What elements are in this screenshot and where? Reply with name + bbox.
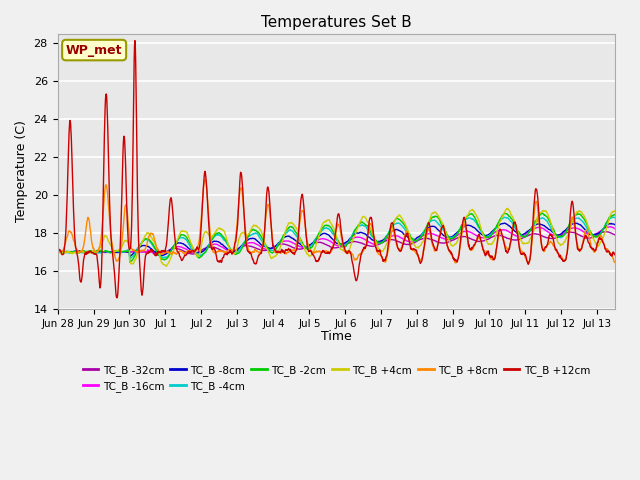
- TC_B -32cm: [291, 245, 298, 251]
- TC_B -4cm: [120, 249, 127, 255]
- TC_B -16cm: [371, 241, 379, 247]
- TC_B -8cm: [126, 253, 134, 259]
- TC_B +12cm: [131, 38, 139, 44]
- TC_B +8cm: [302, 229, 310, 235]
- TC_B -2cm: [54, 249, 61, 255]
- TC_B -16cm: [607, 224, 614, 229]
- TC_B -4cm: [54, 249, 61, 255]
- TC_B -8cm: [97, 249, 104, 255]
- TC_B +8cm: [371, 242, 379, 248]
- Line: TC_B +8cm: TC_B +8cm: [58, 180, 615, 263]
- Line: TC_B -32cm: TC_B -32cm: [58, 232, 615, 254]
- TC_B -2cm: [302, 246, 310, 252]
- TC_B -4cm: [302, 244, 310, 250]
- TC_B -16cm: [120, 249, 127, 255]
- TC_B -4cm: [97, 250, 104, 256]
- Line: TC_B +4cm: TC_B +4cm: [58, 208, 615, 266]
- TC_B -2cm: [500, 210, 508, 216]
- TC_B -32cm: [97, 249, 104, 255]
- TC_B -2cm: [611, 212, 619, 217]
- Legend: TC_B -32cm, TC_B -16cm, TC_B -8cm, TC_B -4cm, TC_B -2cm, TC_B +4cm, TC_B +8cm, T: TC_B -32cm, TC_B -16cm, TC_B -8cm, TC_B …: [79, 361, 594, 396]
- TC_B -16cm: [302, 244, 310, 250]
- TC_B -2cm: [97, 248, 104, 254]
- TC_B +12cm: [303, 236, 310, 241]
- TC_B -8cm: [500, 220, 508, 226]
- TC_B +12cm: [120, 134, 127, 140]
- TC_B +4cm: [97, 244, 104, 250]
- TC_B +8cm: [611, 260, 619, 265]
- TC_B -2cm: [371, 237, 379, 242]
- TC_B +4cm: [291, 223, 298, 228]
- TC_B +4cm: [163, 264, 170, 269]
- TC_B -8cm: [291, 237, 298, 242]
- TC_B -8cm: [611, 222, 619, 228]
- TC_B -2cm: [291, 228, 298, 233]
- TC_B -4cm: [312, 235, 320, 241]
- TC_B -16cm: [156, 252, 164, 258]
- TC_B +4cm: [302, 249, 310, 254]
- TC_B -16cm: [312, 238, 320, 244]
- TC_B -32cm: [312, 240, 320, 245]
- TC_B -32cm: [189, 251, 196, 257]
- TC_B +8cm: [452, 260, 460, 266]
- TC_B +8cm: [201, 177, 209, 182]
- TC_B +4cm: [503, 205, 511, 211]
- Y-axis label: Temperature (C): Temperature (C): [15, 120, 28, 222]
- TC_B +12cm: [97, 281, 104, 287]
- TC_B -16cm: [291, 241, 298, 247]
- TC_B -4cm: [291, 231, 298, 237]
- Line: TC_B -4cm: TC_B -4cm: [58, 217, 615, 259]
- Line: TC_B -2cm: TC_B -2cm: [58, 213, 615, 262]
- TC_B -32cm: [611, 232, 619, 238]
- TC_B +12cm: [313, 259, 321, 264]
- Title: Temperatures Set B: Temperatures Set B: [261, 15, 412, 30]
- TC_B -32cm: [371, 243, 379, 249]
- TC_B -8cm: [302, 244, 310, 250]
- TC_B -8cm: [120, 249, 127, 255]
- TC_B -32cm: [54, 249, 61, 255]
- TC_B -4cm: [611, 215, 619, 221]
- TC_B +4cm: [120, 241, 127, 247]
- TC_B +12cm: [54, 248, 61, 253]
- TC_B -8cm: [371, 238, 379, 244]
- TC_B +4cm: [371, 238, 379, 244]
- TC_B -8cm: [312, 237, 320, 242]
- TC_B -32cm: [302, 245, 310, 251]
- TC_B -2cm: [312, 236, 320, 242]
- TC_B -16cm: [611, 226, 619, 232]
- TC_B +8cm: [312, 249, 320, 255]
- Line: TC_B -8cm: TC_B -8cm: [58, 223, 615, 256]
- TC_B -32cm: [602, 229, 610, 235]
- TC_B +4cm: [611, 208, 619, 214]
- TC_B +4cm: [312, 242, 320, 248]
- TC_B +8cm: [54, 249, 61, 255]
- TC_B -16cm: [54, 249, 61, 255]
- TC_B -4cm: [126, 256, 134, 262]
- TC_B +4cm: [54, 248, 61, 254]
- TC_B -4cm: [610, 214, 618, 220]
- Line: TC_B -16cm: TC_B -16cm: [58, 227, 615, 255]
- TC_B -16cm: [97, 249, 104, 255]
- TC_B +12cm: [611, 252, 619, 258]
- TC_B -4cm: [371, 238, 379, 243]
- TC_B +8cm: [291, 247, 298, 253]
- TC_B -2cm: [120, 249, 127, 254]
- TC_B +8cm: [120, 222, 127, 228]
- TC_B +12cm: [372, 244, 380, 250]
- Line: TC_B +12cm: TC_B +12cm: [58, 41, 615, 298]
- TC_B +8cm: [97, 238, 104, 244]
- TC_B -8cm: [54, 250, 61, 255]
- Text: WP_met: WP_met: [66, 44, 122, 57]
- TC_B -2cm: [126, 259, 134, 265]
- TC_B +12cm: [113, 295, 121, 300]
- X-axis label: Time: Time: [321, 330, 352, 343]
- TC_B -32cm: [120, 249, 127, 255]
- TC_B +12cm: [291, 250, 299, 256]
